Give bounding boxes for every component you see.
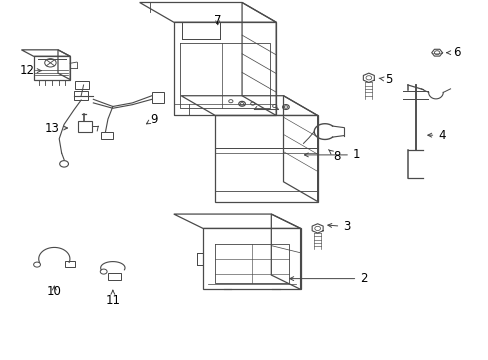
Text: 3: 3 bbox=[327, 220, 350, 233]
Text: 9: 9 bbox=[146, 113, 158, 126]
Text: 5: 5 bbox=[378, 73, 391, 86]
Text: 7: 7 bbox=[213, 14, 221, 27]
Text: 12: 12 bbox=[20, 64, 41, 77]
Text: 6: 6 bbox=[446, 46, 459, 59]
Text: 11: 11 bbox=[105, 291, 120, 307]
Text: 8: 8 bbox=[328, 150, 340, 163]
Text: 13: 13 bbox=[44, 122, 67, 135]
Text: 2: 2 bbox=[289, 272, 367, 285]
Text: 4: 4 bbox=[427, 129, 445, 142]
Text: 10: 10 bbox=[47, 285, 61, 298]
Text: 1: 1 bbox=[304, 148, 360, 161]
